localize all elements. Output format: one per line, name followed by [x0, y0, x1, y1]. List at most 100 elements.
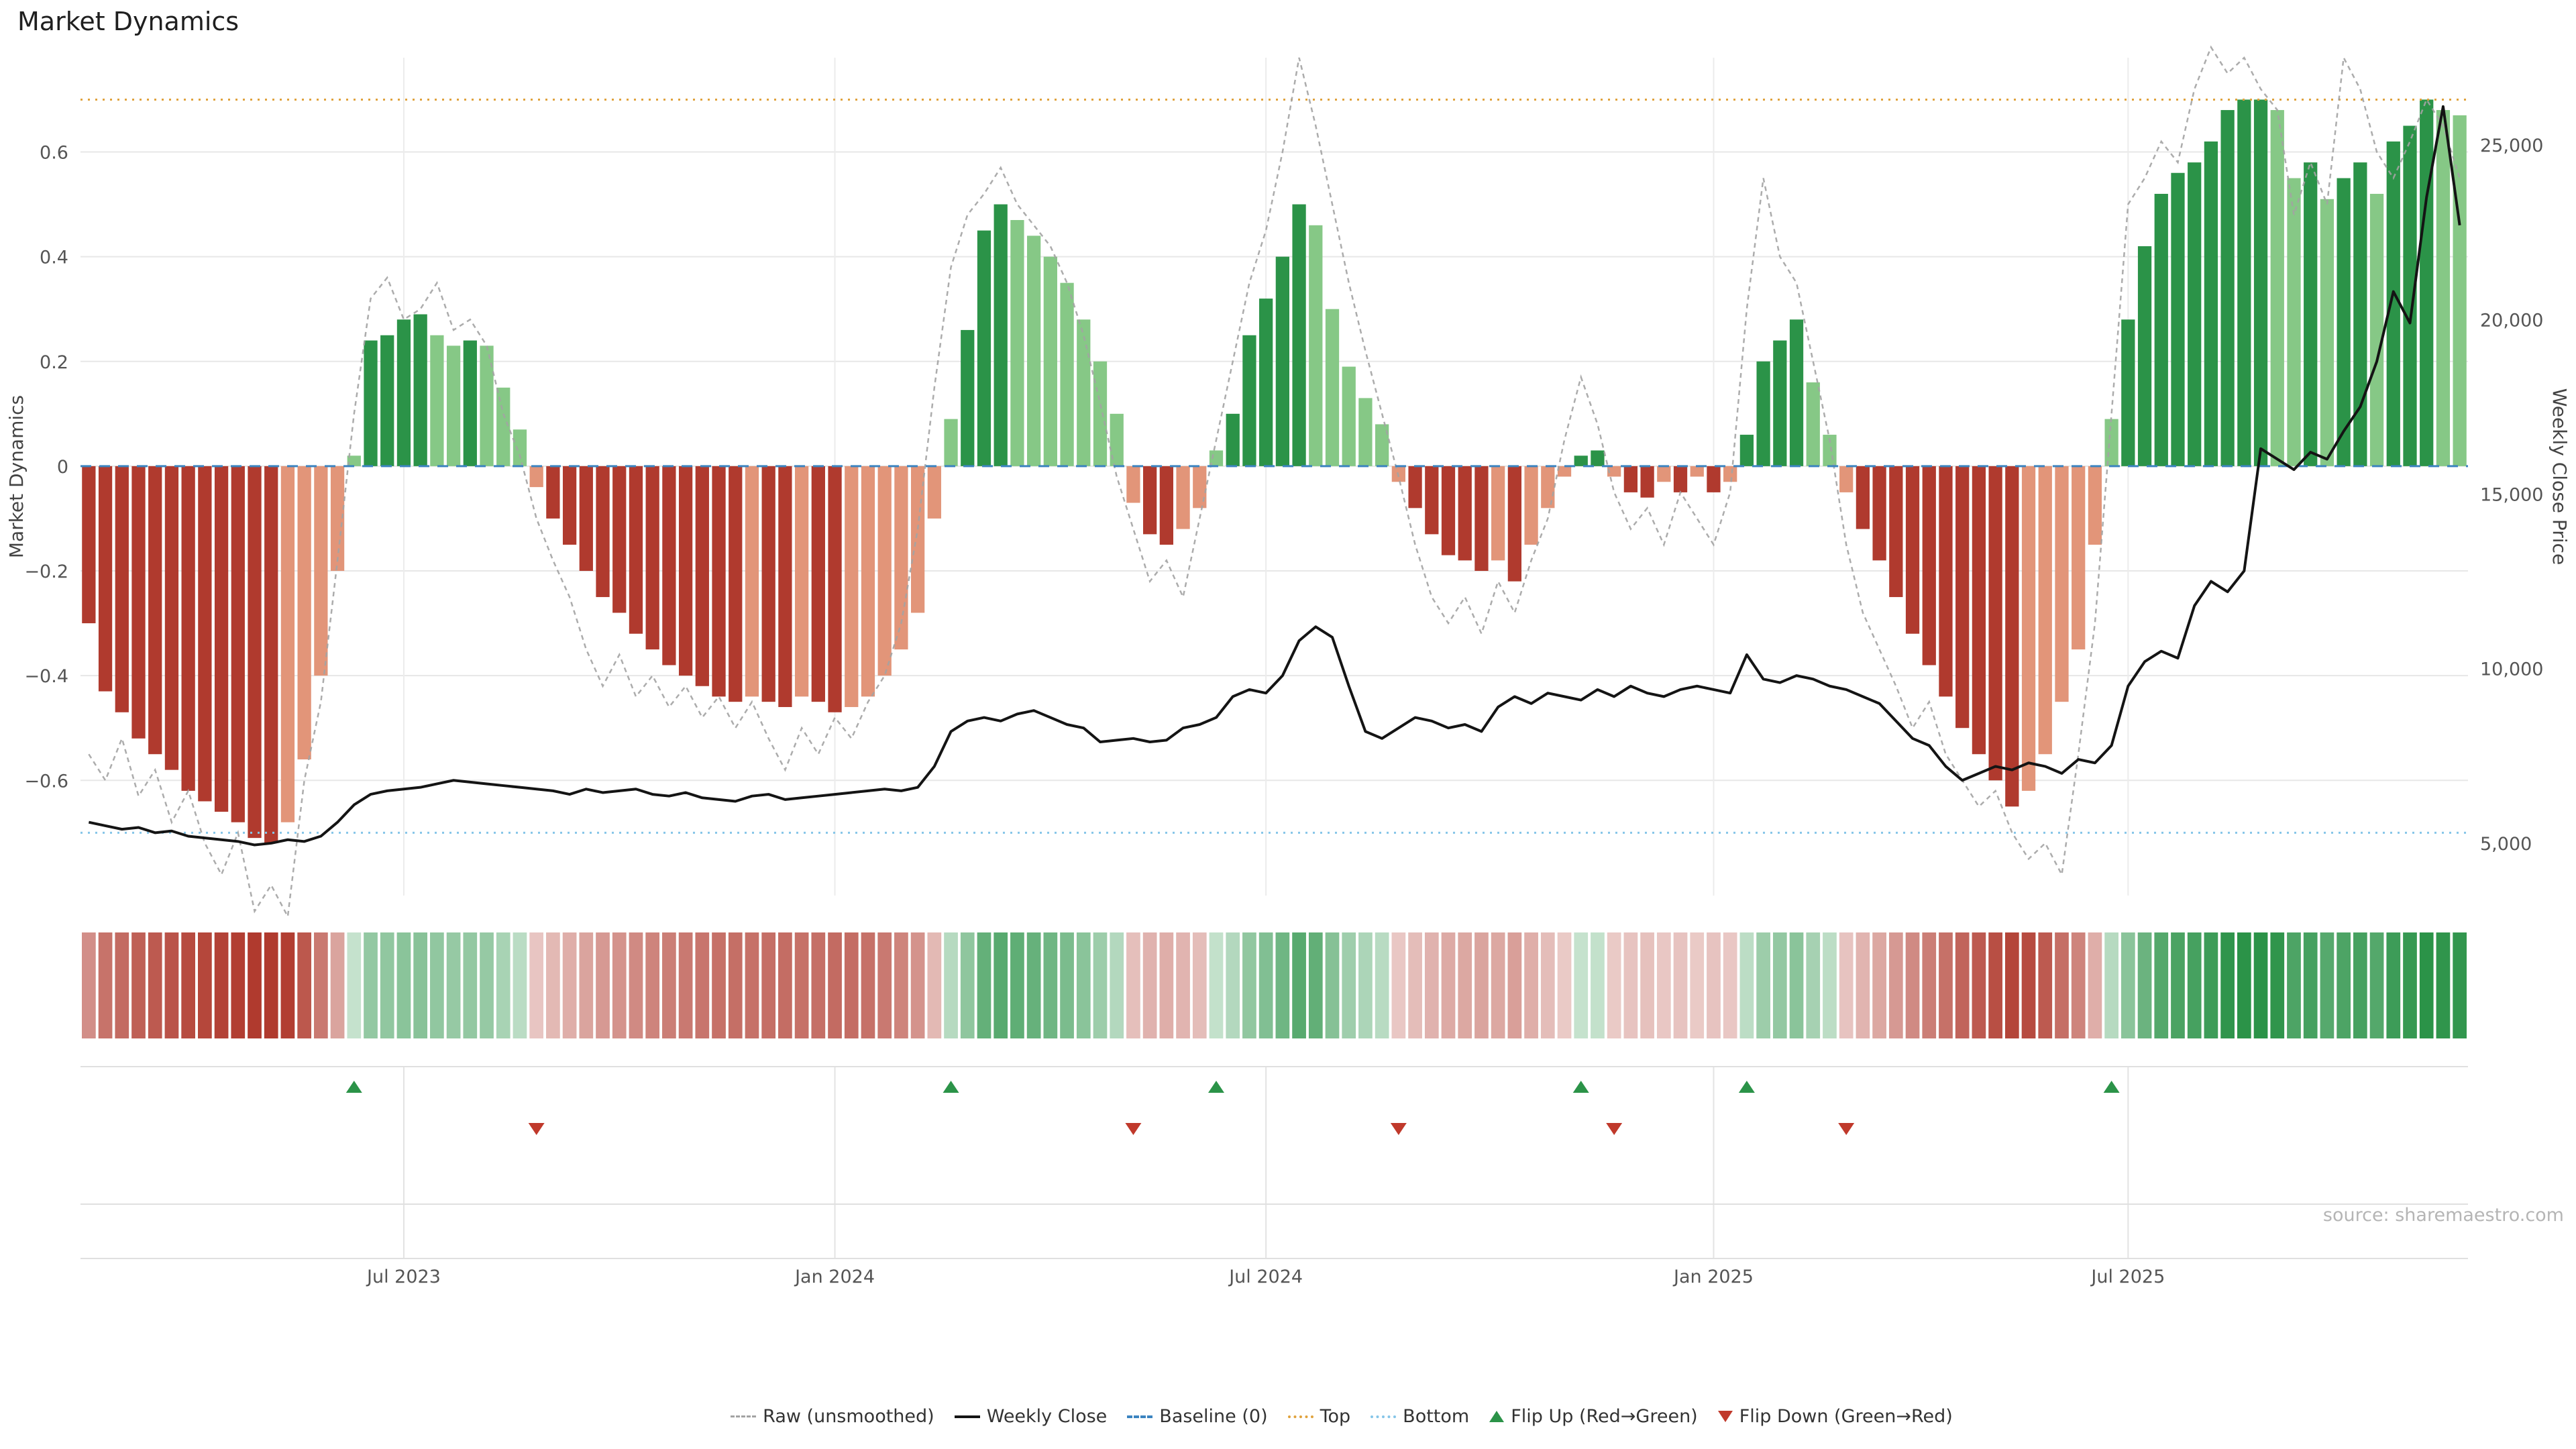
- dynamics-bar[interactable]: [1358, 398, 1373, 466]
- dynamics-bar[interactable]: [115, 466, 129, 712]
- dynamics-bar[interactable]: [1507, 466, 1522, 582]
- dynamics-bar[interactable]: [645, 466, 659, 650]
- dynamics-bar[interactable]: [2237, 99, 2251, 466]
- dynamics-bar[interactable]: [1707, 466, 1721, 492]
- dynamics-bar[interactable]: [164, 466, 179, 770]
- dynamics-bar[interactable]: [961, 329, 975, 466]
- dynamics-bar[interactable]: [1806, 382, 1820, 466]
- flip-down-marker[interactable]: [528, 1123, 545, 1135]
- dynamics-bar[interactable]: [1193, 466, 1207, 508]
- dynamics-bar[interactable]: [877, 466, 892, 676]
- dynamics-bar[interactable]: [1690, 466, 1704, 477]
- flip-up-marker[interactable]: [2103, 1081, 2120, 1093]
- chart-canvas[interactable]: 0.6 0.4 0.2 0 −0.2 −0.4 −0.6 25,000 20,000 15,000…: [0, 0, 2576, 1395]
- dynamics-bar[interactable]: [446, 345, 461, 466]
- dynamics-bar[interactable]: [181, 466, 195, 791]
- dynamics-bar[interactable]: [612, 466, 627, 613]
- dynamics-bar[interactable]: [546, 466, 560, 519]
- dynamics-bar[interactable]: [1176, 466, 1190, 529]
- dynamics-bar[interactable]: [1557, 466, 1572, 477]
- dynamics-bar[interactable]: [1093, 361, 1108, 466]
- dynamics-bar[interactable]: [1640, 466, 1654, 498]
- dynamics-bar[interactable]: [1541, 466, 1555, 508]
- dynamics-bar[interactable]: [2453, 115, 2467, 466]
- dynamics-bar[interactable]: [430, 335, 444, 466]
- dynamics-bar[interactable]: [761, 466, 775, 702]
- dynamics-bar[interactable]: [1309, 225, 1323, 466]
- dynamics-bar[interactable]: [1375, 424, 1389, 466]
- dynamics-bar[interactable]: [828, 466, 842, 712]
- dynamics-bar[interactable]: [1905, 466, 1920, 634]
- dynamics-bar[interactable]: [413, 314, 427, 466]
- flip-down-marker[interactable]: [1606, 1123, 1623, 1135]
- dynamics-bar[interactable]: [314, 466, 328, 676]
- dynamics-bar[interactable]: [1524, 466, 1538, 545]
- dynamics-bar[interactable]: [1591, 450, 1605, 466]
- dynamics-bar[interactable]: [1043, 256, 1057, 466]
- dynamics-bar[interactable]: [1939, 466, 1953, 697]
- dynamics-bar[interactable]: [214, 466, 229, 812]
- dynamics-bar[interactable]: [1972, 466, 1986, 755]
- dynamics-bar[interactable]: [2420, 99, 2434, 466]
- flip-up-marker[interactable]: [1738, 1081, 1755, 1093]
- dynamics-bar[interactable]: [2403, 125, 2417, 466]
- dynamics-bar[interactable]: [98, 466, 113, 692]
- dynamics-bar[interactable]: [1242, 335, 1256, 466]
- legend-item-raw[interactable]: Raw (unsmoothed): [731, 1406, 934, 1427]
- dynamics-bar[interactable]: [2088, 466, 2102, 545]
- dynamics-bar[interactable]: [2253, 99, 2268, 466]
- dynamics-bar[interactable]: [1226, 413, 1240, 466]
- legend-item-baseline[interactable]: Baseline (0): [1127, 1406, 1268, 1427]
- dynamics-bar[interactable]: [1889, 466, 1903, 598]
- dynamics-bar[interactable]: [1143, 466, 1157, 535]
- dynamics-bar[interactable]: [2320, 199, 2334, 466]
- dynamics-bar[interactable]: [1756, 361, 1770, 466]
- dynamics-bar[interactable]: [662, 466, 676, 665]
- dynamics-bar[interactable]: [977, 230, 991, 466]
- dynamics-bar[interactable]: [1342, 366, 1356, 466]
- dynamics-bar[interactable]: [1010, 219, 1024, 466]
- dynamics-bar[interactable]: [1872, 466, 1886, 561]
- dynamics-bar[interactable]: [2121, 319, 2135, 466]
- dynamics-bar[interactable]: [729, 466, 743, 702]
- dynamics-bar[interactable]: [347, 455, 361, 466]
- dynamics-bar[interactable]: [2104, 419, 2118, 466]
- dynamics-bar[interactable]: [480, 345, 494, 466]
- dynamics-bar[interactable]: [82, 466, 96, 624]
- dynamics-bar[interactable]: [1441, 466, 1456, 555]
- dynamics-bar[interactable]: [513, 429, 527, 466]
- dynamics-bar[interactable]: [1673, 466, 1688, 492]
- dynamics-bar[interactable]: [2072, 466, 2086, 650]
- dynamics-bar[interactable]: [1060, 282, 1074, 466]
- dynamics-bar[interactable]: [496, 387, 511, 466]
- dynamics-bar[interactable]: [1077, 319, 1091, 466]
- dynamics-bar[interactable]: [198, 466, 212, 802]
- dynamics-bar[interactable]: [1773, 340, 1787, 466]
- flip-up-marker[interactable]: [1208, 1081, 1224, 1093]
- dynamics-bar[interactable]: [2005, 466, 2019, 807]
- dynamics-bar[interactable]: [811, 466, 825, 702]
- dynamics-bar[interactable]: [1723, 466, 1737, 482]
- dynamics-bar[interactable]: [380, 335, 394, 466]
- dynamics-bar[interactable]: [148, 466, 162, 755]
- dynamics-bar[interactable]: [745, 466, 759, 697]
- dynamics-bar[interactable]: [1408, 466, 1422, 508]
- legend-item-flip-down[interactable]: Flip Down (Green→Red): [1717, 1406, 1953, 1427]
- dynamics-bar[interactable]: [1425, 466, 1439, 535]
- dynamics-bar[interactable]: [2154, 193, 2168, 466]
- dynamics-bar[interactable]: [2137, 246, 2152, 466]
- dynamics-bar[interactable]: [2055, 466, 2069, 702]
- weekly-close-line[interactable]: [88, 105, 2461, 847]
- dynamics-bar[interactable]: [264, 466, 278, 843]
- dynamics-bar[interactable]: [1839, 466, 1854, 492]
- dynamics-bar[interactable]: [2386, 141, 2400, 466]
- dynamics-bar[interactable]: [1275, 256, 1289, 466]
- dynamics-bar[interactable]: [2304, 162, 2318, 466]
- flip-up-marker[interactable]: [943, 1081, 959, 1093]
- flip-up-marker[interactable]: [345, 1081, 362, 1093]
- flip-down-marker[interactable]: [1125, 1123, 1142, 1135]
- raw-line[interactable]: [88, 45, 2461, 920]
- dynamics-bar[interactable]: [712, 466, 726, 697]
- dynamics-bar[interactable]: [1657, 466, 1671, 482]
- dynamics-bar[interactable]: [1159, 466, 1173, 545]
